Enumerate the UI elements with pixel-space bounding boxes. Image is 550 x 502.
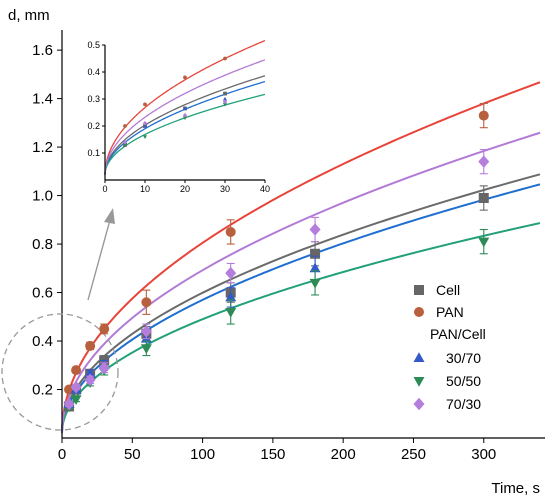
inset-fit-curve-30-70	[104, 80, 266, 175]
data-point-cell	[478, 193, 489, 203]
data-point-70-30	[225, 266, 237, 280]
legend-label-70-30: 70/30	[446, 396, 481, 412]
inset-data-point-70-30	[142, 120, 148, 126]
y-tick-label: 1.4	[32, 91, 53, 108]
data-point-70-30	[63, 397, 75, 411]
y-tick-label: 1.0	[32, 188, 53, 205]
inset-data-point-30-70	[182, 106, 188, 110]
inset-data-point-50-50	[222, 102, 228, 107]
data-point-50-50	[140, 344, 152, 355]
x-tick-label: 300	[471, 446, 496, 463]
data-point-cell	[310, 248, 321, 259]
x-tick-label: 250	[401, 446, 426, 463]
data-point-50-50	[225, 307, 237, 318]
inset-y-tick-label: 0.2	[87, 121, 100, 131]
y-tick-label: 0.2	[32, 382, 53, 399]
inset-data-point-50-50	[122, 143, 128, 148]
y-axis-title: d, mm	[8, 7, 50, 24]
inset-plot: 0 10 20 30 40 0.1 0.2 0.3 0.4 0.5	[87, 39, 270, 194]
data-point-70-30	[140, 325, 152, 338]
y-tick-label: 0.4	[32, 333, 53, 350]
data-points	[63, 102, 490, 413]
inset-y-tick-label: 0.1	[87, 148, 100, 158]
data-point-50-50	[70, 395, 82, 405]
legend: Cell PAN PAN/Cell 30/70 50/50 70/30	[413, 282, 486, 412]
x-axis-title: Time, s	[491, 480, 540, 497]
zoom-circle	[1, 313, 119, 431]
inset-x-tick-label: 30	[220, 184, 230, 194]
legend-group-label: PAN/Cell	[430, 326, 486, 342]
data-point-pan	[99, 323, 110, 334]
data-point-pan	[478, 110, 489, 121]
zoom-arrow-head	[104, 208, 115, 224]
legend-marker-70-30	[413, 397, 425, 411]
data-point-70-30	[70, 380, 82, 394]
inset-data-point-70-30	[182, 112, 188, 118]
data-point-pan	[225, 226, 236, 237]
inset-y-tick-label: 0.5	[87, 40, 100, 50]
data-point-pan	[85, 340, 96, 351]
inset-data-point-pan	[123, 124, 127, 128]
legend-label-cell: Cell	[436, 282, 460, 298]
data-point-70-30	[478, 155, 490, 168]
data-point-70-30	[84, 373, 96, 387]
data-point-30-70	[309, 262, 321, 273]
inset-y-tick-label: 0.3	[87, 94, 100, 104]
x-tick-label: 0	[58, 446, 66, 463]
legend-marker-cell	[414, 285, 424, 295]
x-tick-label: 100	[190, 446, 215, 463]
y-tick-label: 1.2	[32, 139, 53, 156]
legend-label-pan: PAN	[436, 304, 464, 320]
data-point-30-70	[84, 368, 96, 378]
x-tick-label: 200	[331, 446, 356, 463]
inset-data-point-pan	[223, 56, 227, 61]
inset-data-point-30-70	[222, 96, 228, 101]
inset-x-tick-label: 40	[260, 184, 270, 194]
data-point-30-70	[225, 291, 237, 302]
legend-label-50-50: 50/50	[446, 373, 481, 389]
inset-fit-curve-pan	[104, 39, 266, 175]
fit-curve-cell	[61, 173, 541, 434]
y-tick-label: 0.8	[32, 236, 53, 253]
zoom-arrow-line	[87, 219, 111, 301]
y-tick-label: 1.6	[32, 42, 53, 59]
legend-marker-30-70	[413, 352, 425, 362]
main-axes: 0 50 100 150 200 250 3000.20.40.60.81.01.21.41…	[32, 30, 545, 463]
inset-data-point-pan	[183, 75, 187, 80]
legend-marker-50-50	[413, 377, 425, 387]
x-tick-label: 50	[124, 446, 141, 463]
inset-x-tick-label: 10	[140, 184, 150, 194]
zoom-indicator	[1, 208, 119, 431]
data-point-70-30	[98, 361, 110, 374]
inset-data-point-70-30	[122, 139, 128, 145]
x-tick-label: 150	[260, 446, 285, 463]
data-point-pan	[71, 365, 82, 376]
inset-fit-curve-50-50	[104, 93, 266, 175]
inset-fit-curve-70-30	[104, 59, 266, 175]
inset-x-tick-label: 0	[102, 184, 107, 194]
inset-fit-curves	[104, 39, 266, 175]
inset-data-point-70-30	[222, 99, 228, 105]
inset-background	[105, 45, 265, 180]
inset-data-points	[122, 56, 228, 148]
inset-data-point-cell	[223, 91, 227, 96]
data-point-pan	[141, 297, 152, 308]
inset-data-point-pan	[143, 102, 147, 107]
data-point-50-50	[309, 278, 321, 289]
inset-data-point-50-50	[182, 116, 188, 121]
legend-label-30-70: 30/70	[446, 350, 481, 366]
data-point-70-30	[309, 223, 321, 236]
inset-y-tick-label: 0.4	[87, 67, 100, 77]
y-tick-label: 0.6	[32, 285, 53, 302]
inset-data-point-50-50	[142, 135, 148, 139]
data-point-50-50	[478, 237, 490, 248]
legend-marker-pan	[414, 307, 424, 317]
inset-x-tick-label: 20	[180, 184, 190, 194]
